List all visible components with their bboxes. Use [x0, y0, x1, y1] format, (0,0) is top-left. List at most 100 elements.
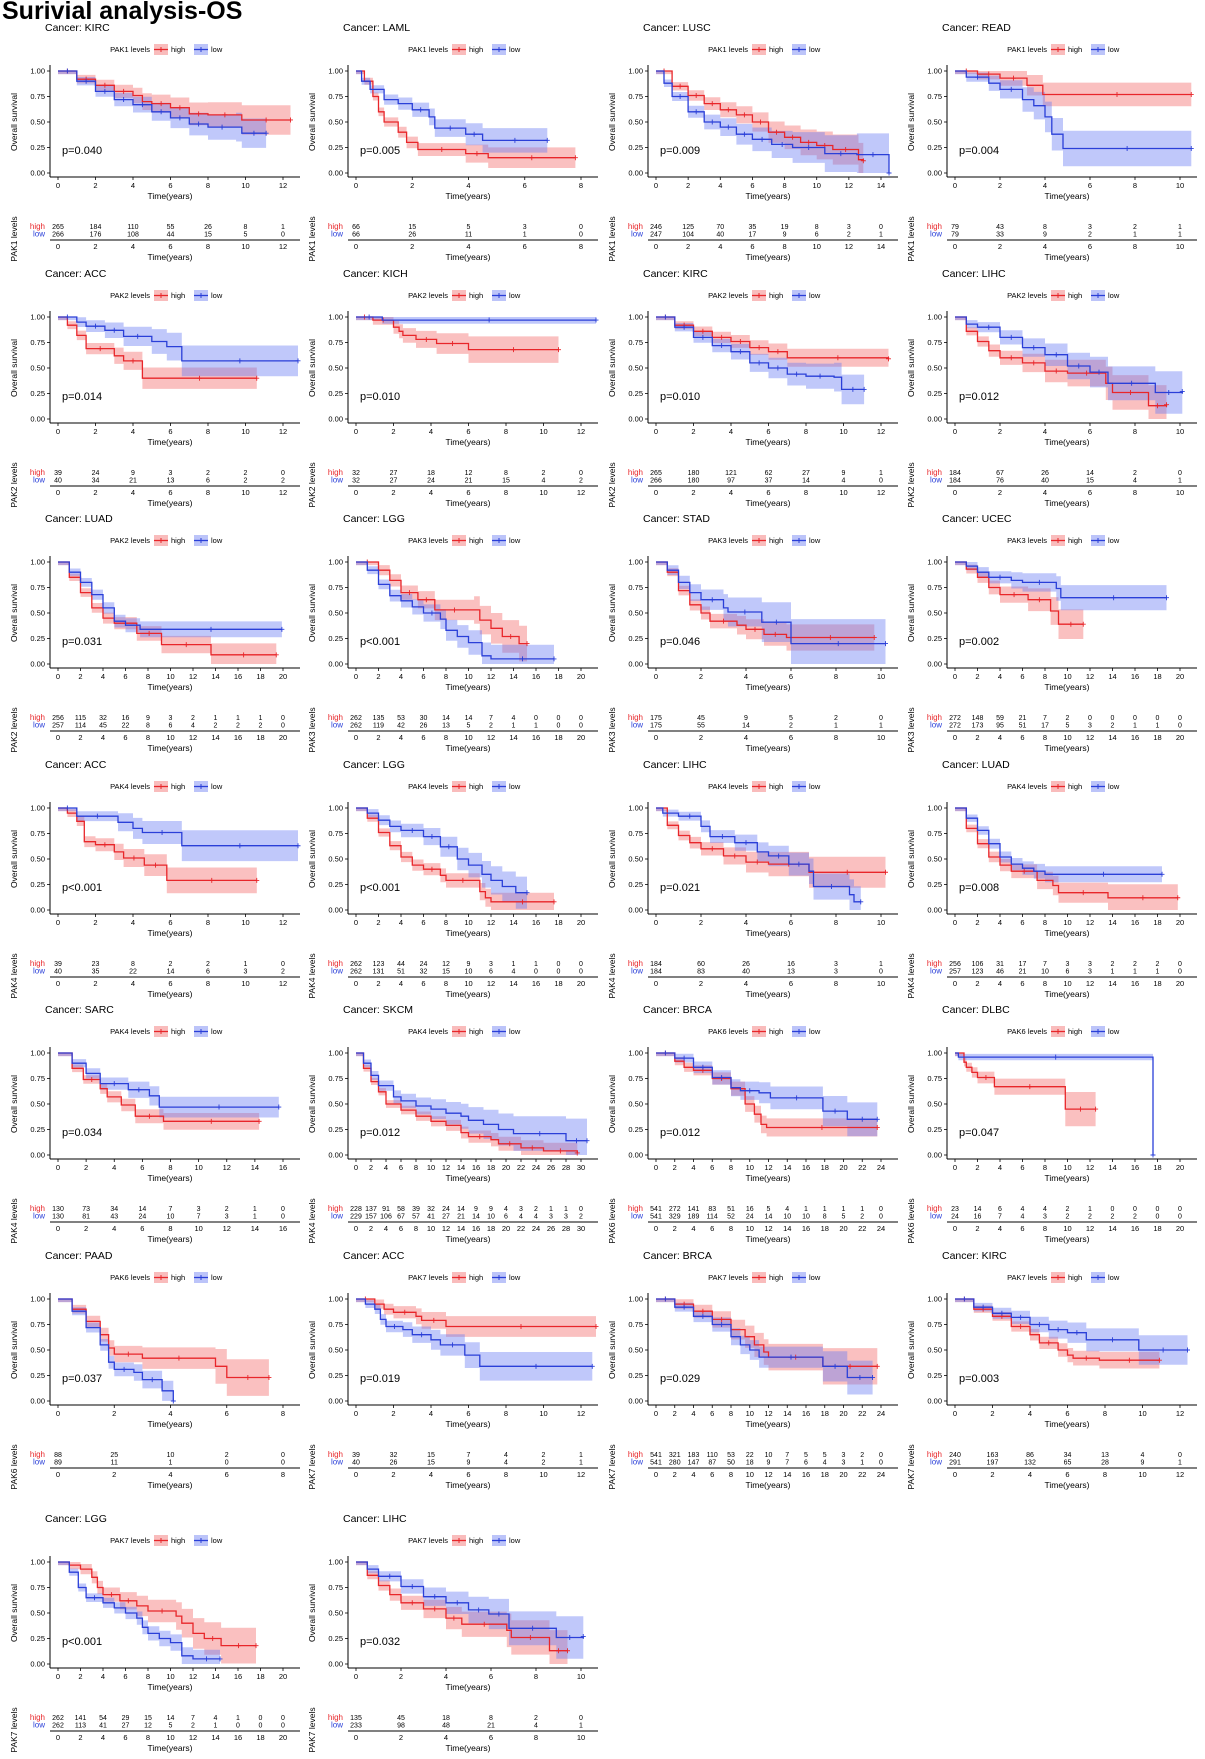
- y-tick-label: 1.00: [30, 1295, 45, 1304]
- risk-count-high: 1: [549, 1206, 553, 1213]
- km-panel: Cancer: DLBC PAK6 levels high low 0.00 0.25 0.…: [897, 999, 1197, 1245]
- censor-mark: [1128, 389, 1133, 395]
- risk-count-high: 1: [823, 1206, 827, 1213]
- censor-mark: [1160, 1347, 1166, 1353]
- censor-mark: [121, 88, 127, 94]
- risk-count-high: 54: [99, 1715, 107, 1722]
- risk-table-x-tick-label: 12: [577, 488, 585, 497]
- censor-mark: [196, 121, 202, 127]
- risk-table-x-tick-label: 12: [487, 979, 495, 988]
- risk-count-high: 0: [1133, 1206, 1137, 1213]
- x-tick-label: 4: [744, 672, 748, 681]
- x-axis-label: Time(years): [745, 191, 790, 201]
- legend-label-high: high: [1068, 1027, 1082, 1036]
- x-axis-label: Time(years): [1044, 682, 1089, 692]
- risk-table-x-tick-label: 10: [746, 1224, 754, 1233]
- risk-table-x-tick-label: 4: [384, 1224, 388, 1233]
- risk-table-group-high: high: [328, 713, 343, 722]
- risk-count-high: 141: [688, 1206, 700, 1213]
- risk-table-x-tick-label: 2: [399, 1733, 403, 1742]
- risk-count-high: 27: [390, 470, 398, 477]
- risk-table-x-tick-label: 10: [166, 733, 174, 742]
- x-tick-label: 4: [1028, 1409, 1032, 1418]
- p-value: p<0.001: [62, 882, 102, 894]
- censor-mark: [709, 597, 715, 603]
- risk-table-y-label: PAK6 levels: [906, 1198, 916, 1243]
- risk-count-high: 19: [781, 224, 789, 231]
- risk-count-high: 7: [169, 1206, 173, 1213]
- risk-count-low: 541: [650, 1460, 662, 1467]
- risk-table-x-tick-label: 16: [802, 1470, 810, 1479]
- risk-table-x-tick-label: 0: [354, 488, 358, 497]
- risk-count-low: 7: [197, 1214, 201, 1221]
- ci-band-low: [656, 808, 861, 910]
- risk-count-low: 266: [650, 478, 662, 485]
- risk-count-high: 256: [949, 961, 961, 968]
- censor-mark: [593, 317, 599, 323]
- p-value: p=0.005: [360, 145, 400, 157]
- legend-label-low: low: [809, 291, 821, 300]
- legend-item-high: high: [154, 781, 185, 792]
- risk-table-x-tick-label: 16: [234, 1733, 242, 1742]
- risk-count-low: 1: [1178, 232, 1182, 239]
- risk-count-high: 55: [167, 224, 175, 231]
- risk-count-low: 1: [879, 232, 883, 239]
- risk-table-group-low: low: [930, 1212, 942, 1221]
- censor-mark: [1101, 871, 1106, 877]
- risk-count-low: 0: [1156, 1214, 1160, 1221]
- risk-count-low: 4: [823, 1460, 827, 1467]
- survival-curve-high: [656, 316, 890, 359]
- y-axis-label: Overall survival: [607, 93, 617, 151]
- risk-count-low: 1: [579, 1460, 583, 1467]
- p-value: p=0.002: [959, 636, 999, 648]
- x-tick-label: 2: [699, 672, 703, 681]
- legend-item-low: low: [492, 290, 521, 301]
- survival-curve-low: [356, 1561, 584, 1639]
- km-panel: Cancer: LIHC PAK7 levels high low 0.00 0.25 0.…: [298, 1508, 598, 1754]
- risk-count-high: 148: [972, 715, 984, 722]
- risk-count-high: 79: [951, 224, 959, 231]
- risk-table-x-tick-label: 16: [1131, 979, 1139, 988]
- x-tick-label: 16: [1131, 918, 1139, 927]
- x-tick-label: 2: [93, 427, 97, 436]
- censor-mark: [130, 358, 136, 364]
- p-value: p=0.037: [62, 1373, 102, 1385]
- x-tick-label: 4: [466, 181, 470, 190]
- censor-mark: [406, 590, 412, 596]
- legend-title: PAK1 levels: [708, 45, 748, 54]
- risk-count-high: 12: [465, 470, 473, 477]
- risk-count-low: 262: [52, 1723, 64, 1730]
- legend-item-low: low: [792, 781, 821, 792]
- legend-item-high: high: [452, 290, 483, 301]
- risk-table-x-tick-label: 20: [1176, 733, 1184, 742]
- risk-count-low: 40: [1041, 478, 1049, 485]
- survival-curve-low: [356, 1052, 587, 1142]
- risk-count-high: 0: [579, 715, 583, 722]
- risk-count-low: 1: [1156, 723, 1160, 730]
- legend-label-low: low: [1108, 782, 1120, 791]
- risk-count-high: 3: [169, 715, 173, 722]
- censor-mark: [774, 129, 780, 135]
- risk-count-high: 1: [842, 1206, 846, 1213]
- risk-table-x-tick-label: 20: [502, 1224, 510, 1233]
- risk-count-low: 2: [281, 478, 285, 485]
- legend-key-censor-icon: [796, 47, 802, 52]
- x-tick-label: 18: [554, 918, 562, 927]
- risk-count-high: 4: [1043, 1206, 1047, 1213]
- y-tick-label: 0.75: [30, 829, 45, 838]
- km-panel: Cancer: LGG PAK3 levels high low 0.00 0.25 0.5…: [298, 508, 598, 754]
- y-axis-label: Overall survival: [9, 1584, 19, 1642]
- x-tick-label: 10: [746, 1163, 754, 1172]
- risk-count-low: 15: [1086, 478, 1094, 485]
- risk-count-high: 184: [90, 224, 102, 231]
- risk-count-high: 135: [350, 1715, 362, 1722]
- y-axis-label: Overall survival: [307, 339, 317, 397]
- censor-mark: [253, 1643, 259, 1649]
- x-tick-label: 4: [691, 1163, 695, 1172]
- censor-mark: [788, 1354, 794, 1360]
- risk-table-group-low: low: [331, 721, 343, 730]
- x-axis-label: Time(years): [445, 1419, 490, 1429]
- risk-count-low: 0: [879, 1214, 883, 1221]
